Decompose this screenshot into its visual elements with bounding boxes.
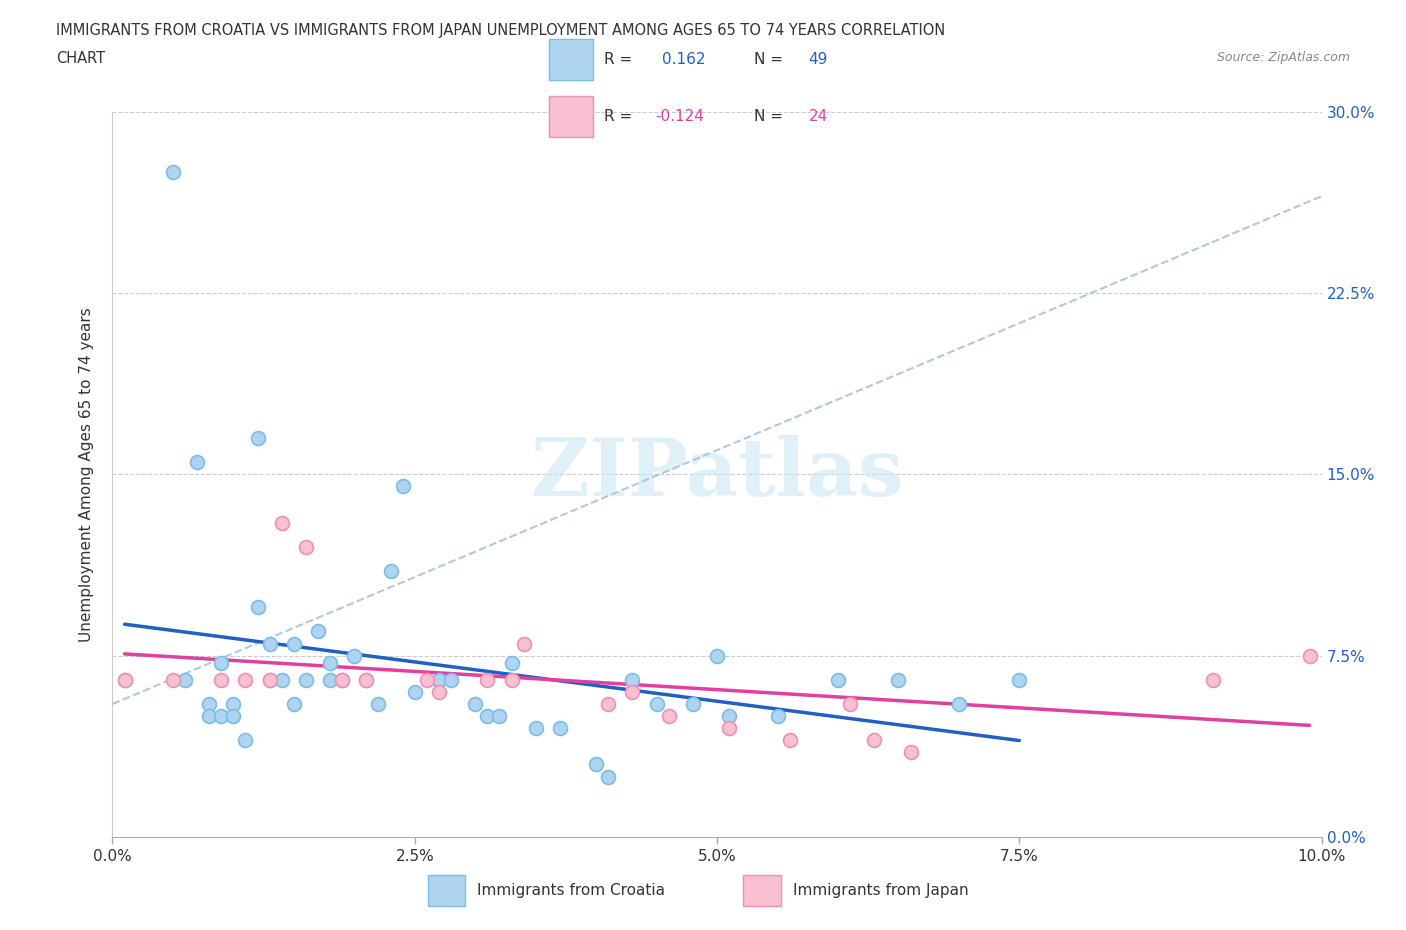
Point [235,672,257,687]
Point [391,479,413,494]
Point [501,672,523,687]
Point [645,697,668,711]
Point [718,721,741,736]
Point [900,745,922,760]
Point [1008,672,1031,687]
Point [548,721,571,736]
Text: CHART: CHART [56,51,105,66]
Point [427,672,450,687]
Text: 0.162: 0.162 [662,52,706,67]
Point [464,697,486,711]
Point [477,672,499,687]
Point [621,672,644,687]
Point [367,697,389,711]
Point [319,656,342,671]
Point [283,636,305,651]
Text: Immigrants from Croatia: Immigrants from Croatia [478,883,665,898]
Text: 49: 49 [808,52,828,67]
Text: Source: ZipAtlas.com: Source: ZipAtlas.com [1216,51,1350,64]
Point [512,636,534,651]
Point [222,697,245,711]
Point [186,455,208,470]
Point [501,656,523,671]
Point [585,757,607,772]
Point [209,656,232,671]
Text: ZIPatlas: ZIPatlas [531,435,903,513]
Point [380,564,402,578]
Point [174,672,197,687]
Point [222,709,245,724]
Point [416,672,439,687]
Point [198,697,221,711]
Y-axis label: Unemployment Among Ages 65 to 74 years: Unemployment Among Ages 65 to 74 years [79,307,94,642]
Point [209,672,232,687]
Point [356,672,378,687]
Text: R =: R = [603,109,631,124]
Point [718,709,741,724]
Text: IMMIGRANTS FROM CROATIA VS IMMIGRANTS FROM JAPAN UNEMPLOYMENT AMONG AGES 65 TO 7: IMMIGRANTS FROM CROATIA VS IMMIGRANTS FR… [56,23,945,38]
Point [440,672,463,687]
Point [427,684,450,699]
Point [524,721,547,736]
Point [198,709,221,724]
Point [259,672,281,687]
Text: Immigrants from Japan: Immigrants from Japan [793,883,969,898]
Text: N =: N = [754,109,783,124]
Text: -0.124: -0.124 [655,109,704,124]
Point [209,709,232,724]
Point [477,709,499,724]
Point [343,648,366,663]
Point [259,636,281,651]
Point [114,672,136,687]
Point [863,733,886,748]
Point [766,709,789,724]
Point [307,624,329,639]
FancyBboxPatch shape [548,39,593,80]
Point [295,539,318,554]
Text: R =: R = [603,52,631,67]
FancyBboxPatch shape [427,875,465,906]
Point [283,697,305,711]
Point [319,672,342,687]
Point [658,709,681,724]
Point [598,697,620,711]
Point [1298,648,1320,663]
Point [114,672,136,687]
Point [270,672,292,687]
Point [827,672,849,687]
Point [404,684,426,699]
Point [682,697,704,711]
Text: 24: 24 [808,109,828,124]
Point [330,672,353,687]
Point [621,684,644,699]
Point [488,709,510,724]
Point [356,672,378,687]
Point [598,769,620,784]
Point [887,672,910,687]
Point [330,672,353,687]
FancyBboxPatch shape [744,875,780,906]
FancyBboxPatch shape [548,96,593,137]
Point [162,165,184,179]
Point [706,648,728,663]
Point [162,672,184,687]
Point [839,697,862,711]
Point [295,672,318,687]
Point [246,431,269,445]
Point [948,697,970,711]
Point [779,733,801,748]
Point [270,515,292,530]
Point [1202,672,1225,687]
Point [259,672,281,687]
Point [246,600,269,615]
Text: N =: N = [754,52,783,67]
Point [235,733,257,748]
